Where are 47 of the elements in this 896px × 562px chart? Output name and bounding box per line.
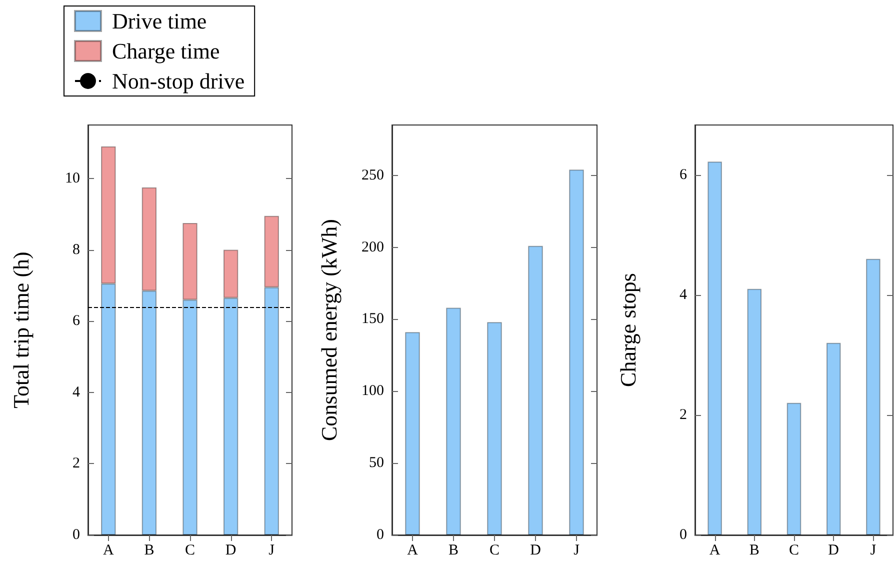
bar: [569, 170, 584, 535]
x-tick-label: D: [530, 542, 542, 558]
bar: [786, 402, 802, 535]
y-tick-label: 4: [72, 384, 80, 400]
y-tick-label: 4: [680, 286, 688, 303]
y-tick-label: 0: [376, 527, 384, 543]
bar: [405, 332, 420, 535]
bar: [446, 308, 461, 535]
x-tick-label: D: [828, 542, 840, 558]
x-tick-label: J: [870, 542, 876, 558]
y-tick-label: 150: [362, 311, 384, 328]
x-tick-label: C: [489, 542, 500, 558]
x-tick-label: B: [144, 542, 154, 558]
y-tick-label: 2: [72, 456, 80, 472]
y-axis-title: Charge stops: [616, 273, 640, 387]
bar: [487, 322, 502, 535]
y-axis-title: Consumed energy (kWh): [316, 219, 342, 441]
bar: [708, 162, 722, 535]
x-tick-label: A: [709, 542, 720, 558]
x-tick-label: J: [268, 542, 275, 558]
x-tick-label: J: [574, 542, 580, 558]
y-tick-label: 10: [65, 170, 80, 186]
legend-label: Non-stop drive: [112, 68, 245, 94]
y-tick-label: 100: [362, 383, 384, 400]
y-tick-label: 0: [680, 527, 687, 543]
x-tick-label: D: [225, 542, 236, 558]
y-tick-label: 50: [369, 455, 384, 472]
x-tick-label: C: [184, 542, 196, 558]
x-tick-label: B: [749, 542, 760, 558]
y-tick-label: 2: [680, 406, 687, 423]
y-axis-title: Total trip time (h): [8, 252, 34, 408]
y-tick-label: 6: [72, 313, 80, 330]
bar: [747, 288, 762, 535]
y-tick-label: 6: [680, 166, 688, 183]
y-tick-label: 8: [72, 242, 80, 258]
y-tick-label: 200: [362, 239, 384, 256]
x-tick-label: B: [448, 542, 459, 558]
legend-label: Drive time: [112, 8, 207, 34]
x-tick-label: A: [102, 542, 114, 558]
y-tick-label: 0: [72, 527, 80, 543]
bar: [826, 342, 841, 535]
y-tick-label: 250: [362, 167, 384, 184]
bar: [528, 246, 543, 535]
x-tick-label: C: [788, 542, 800, 558]
x-tick-label: A: [407, 542, 418, 558]
bar: [866, 258, 880, 535]
legend-label: Charge time: [112, 38, 220, 64]
